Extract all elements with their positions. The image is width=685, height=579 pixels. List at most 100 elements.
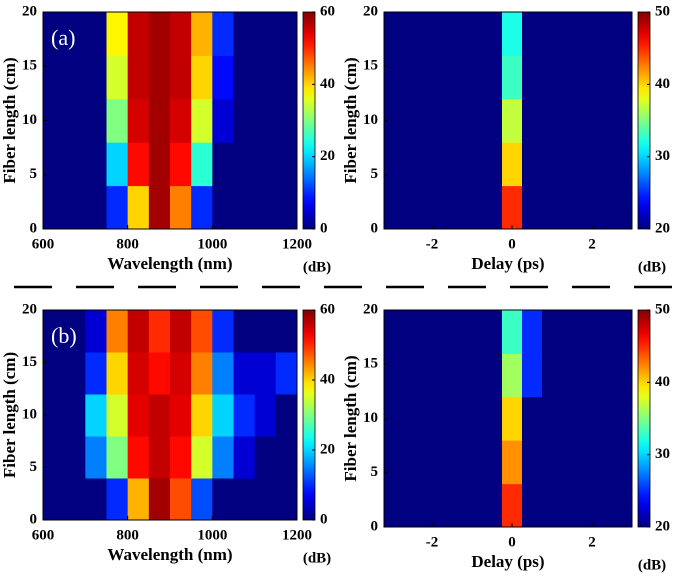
heat-cell — [384, 483, 403, 527]
heat-cell — [254, 352, 277, 395]
heat-cell — [442, 310, 463, 354]
y-axis-label: Fiber length (cm) — [341, 355, 360, 481]
heat-cell — [384, 98, 403, 143]
heat-cell — [43, 394, 65, 437]
heat-cell — [254, 478, 277, 520]
heat-cell — [254, 98, 277, 143]
heat-cell — [482, 55, 503, 100]
colorbar-tick-label: 20 — [655, 518, 670, 534]
heat-cell — [522, 396, 543, 441]
y-axis-label: Fiber length (cm) — [0, 57, 19, 183]
heat-cell — [127, 310, 150, 353]
heat-cell — [542, 396, 563, 441]
heat-cell — [233, 478, 256, 520]
y-axis-label: Fiber length (cm) — [0, 352, 19, 478]
heat-cell — [64, 394, 86, 437]
heat-cell — [482, 353, 503, 398]
heat-cell — [148, 55, 171, 100]
colorbar-tick-label: 0 — [320, 511, 328, 527]
heat-cell — [602, 98, 623, 143]
heat-cell — [422, 396, 443, 441]
heat-cell — [85, 436, 107, 479]
heat-cell — [64, 55, 86, 100]
heat-cell — [562, 396, 583, 441]
heat-cell — [233, 394, 256, 437]
heat-cell — [233, 98, 256, 143]
heat-cell — [402, 483, 423, 527]
y-tick-label: 10 — [22, 112, 37, 128]
heat-cell — [482, 483, 503, 527]
heat-cell — [522, 440, 543, 485]
x-tick-label: 800 — [116, 236, 139, 252]
heat-cell — [212, 394, 234, 437]
heat-cell — [106, 185, 129, 229]
heat-cell — [170, 478, 192, 520]
heat-cell — [148, 310, 171, 353]
heat-cell — [602, 142, 623, 187]
y-tick-label: 20 — [22, 3, 37, 19]
heat-cell — [212, 12, 234, 56]
heat-cell — [212, 98, 234, 143]
heat-cell — [170, 310, 192, 353]
heat-cell — [502, 483, 523, 527]
heat-cell — [402, 142, 423, 187]
heat-cell — [85, 55, 107, 100]
heat-cell — [43, 185, 65, 229]
heat-cell — [106, 394, 129, 437]
heat-cell — [502, 396, 523, 441]
y-tick-label: 5 — [371, 464, 379, 480]
heat-cell — [212, 478, 234, 520]
x-tick-label: 1200 — [282, 236, 312, 252]
heat-cell — [85, 478, 107, 520]
heat-cell — [582, 396, 603, 441]
heat-cell — [384, 142, 403, 187]
heat-cell — [442, 12, 463, 56]
heat-cell — [522, 353, 543, 398]
heat-cell — [422, 483, 443, 527]
heat-cell — [64, 478, 86, 520]
colorbar-tick-label: 30 — [655, 148, 670, 164]
colorbar-tick-label: 20 — [320, 441, 335, 457]
heat-cell — [442, 483, 463, 527]
heat-cell — [384, 396, 403, 441]
heat-cell — [148, 394, 171, 437]
heat-cell — [422, 55, 443, 100]
y-tick-label: 5 — [30, 459, 38, 475]
heat-cell — [191, 310, 213, 353]
colorbar-tick-label: 20 — [320, 148, 335, 164]
heat-cell — [502, 55, 523, 100]
heat-cell — [127, 185, 150, 229]
colorbar-tick-label: 50 — [655, 3, 670, 19]
heat-cell — [148, 142, 171, 187]
heat-cell — [64, 12, 86, 56]
colorbar — [637, 11, 651, 230]
heat-cell — [275, 142, 297, 187]
heat-cell — [442, 98, 463, 143]
heat-cell — [462, 310, 483, 354]
colorbar-tick-label: 30 — [655, 446, 670, 462]
y-tick-label: 5 — [30, 166, 38, 182]
heat-cell — [275, 394, 297, 437]
heat-cell — [502, 440, 523, 485]
heat-cell — [233, 55, 256, 100]
heat-cell — [442, 185, 463, 229]
heat-cell — [106, 352, 129, 395]
heat-cell — [254, 310, 277, 353]
heat-cell — [43, 310, 65, 353]
heat-cell — [64, 142, 86, 187]
heat-cell — [462, 483, 483, 527]
x-tick-label: -2 — [426, 534, 439, 550]
heat-cell — [562, 12, 583, 56]
heat-cell — [602, 440, 623, 485]
heat-cell — [212, 55, 234, 100]
heat-cell — [422, 440, 443, 485]
heat-cell — [384, 185, 403, 229]
colorbar-tick-label: 50 — [655, 301, 670, 317]
heat-cell — [402, 185, 423, 229]
heat-cell — [582, 142, 603, 187]
heat-cell — [170, 142, 192, 187]
x-tick-label: -2 — [426, 236, 439, 252]
colorbar-label: (dB) — [638, 557, 666, 573]
heat-cell — [191, 478, 213, 520]
heat-cell — [64, 436, 86, 479]
